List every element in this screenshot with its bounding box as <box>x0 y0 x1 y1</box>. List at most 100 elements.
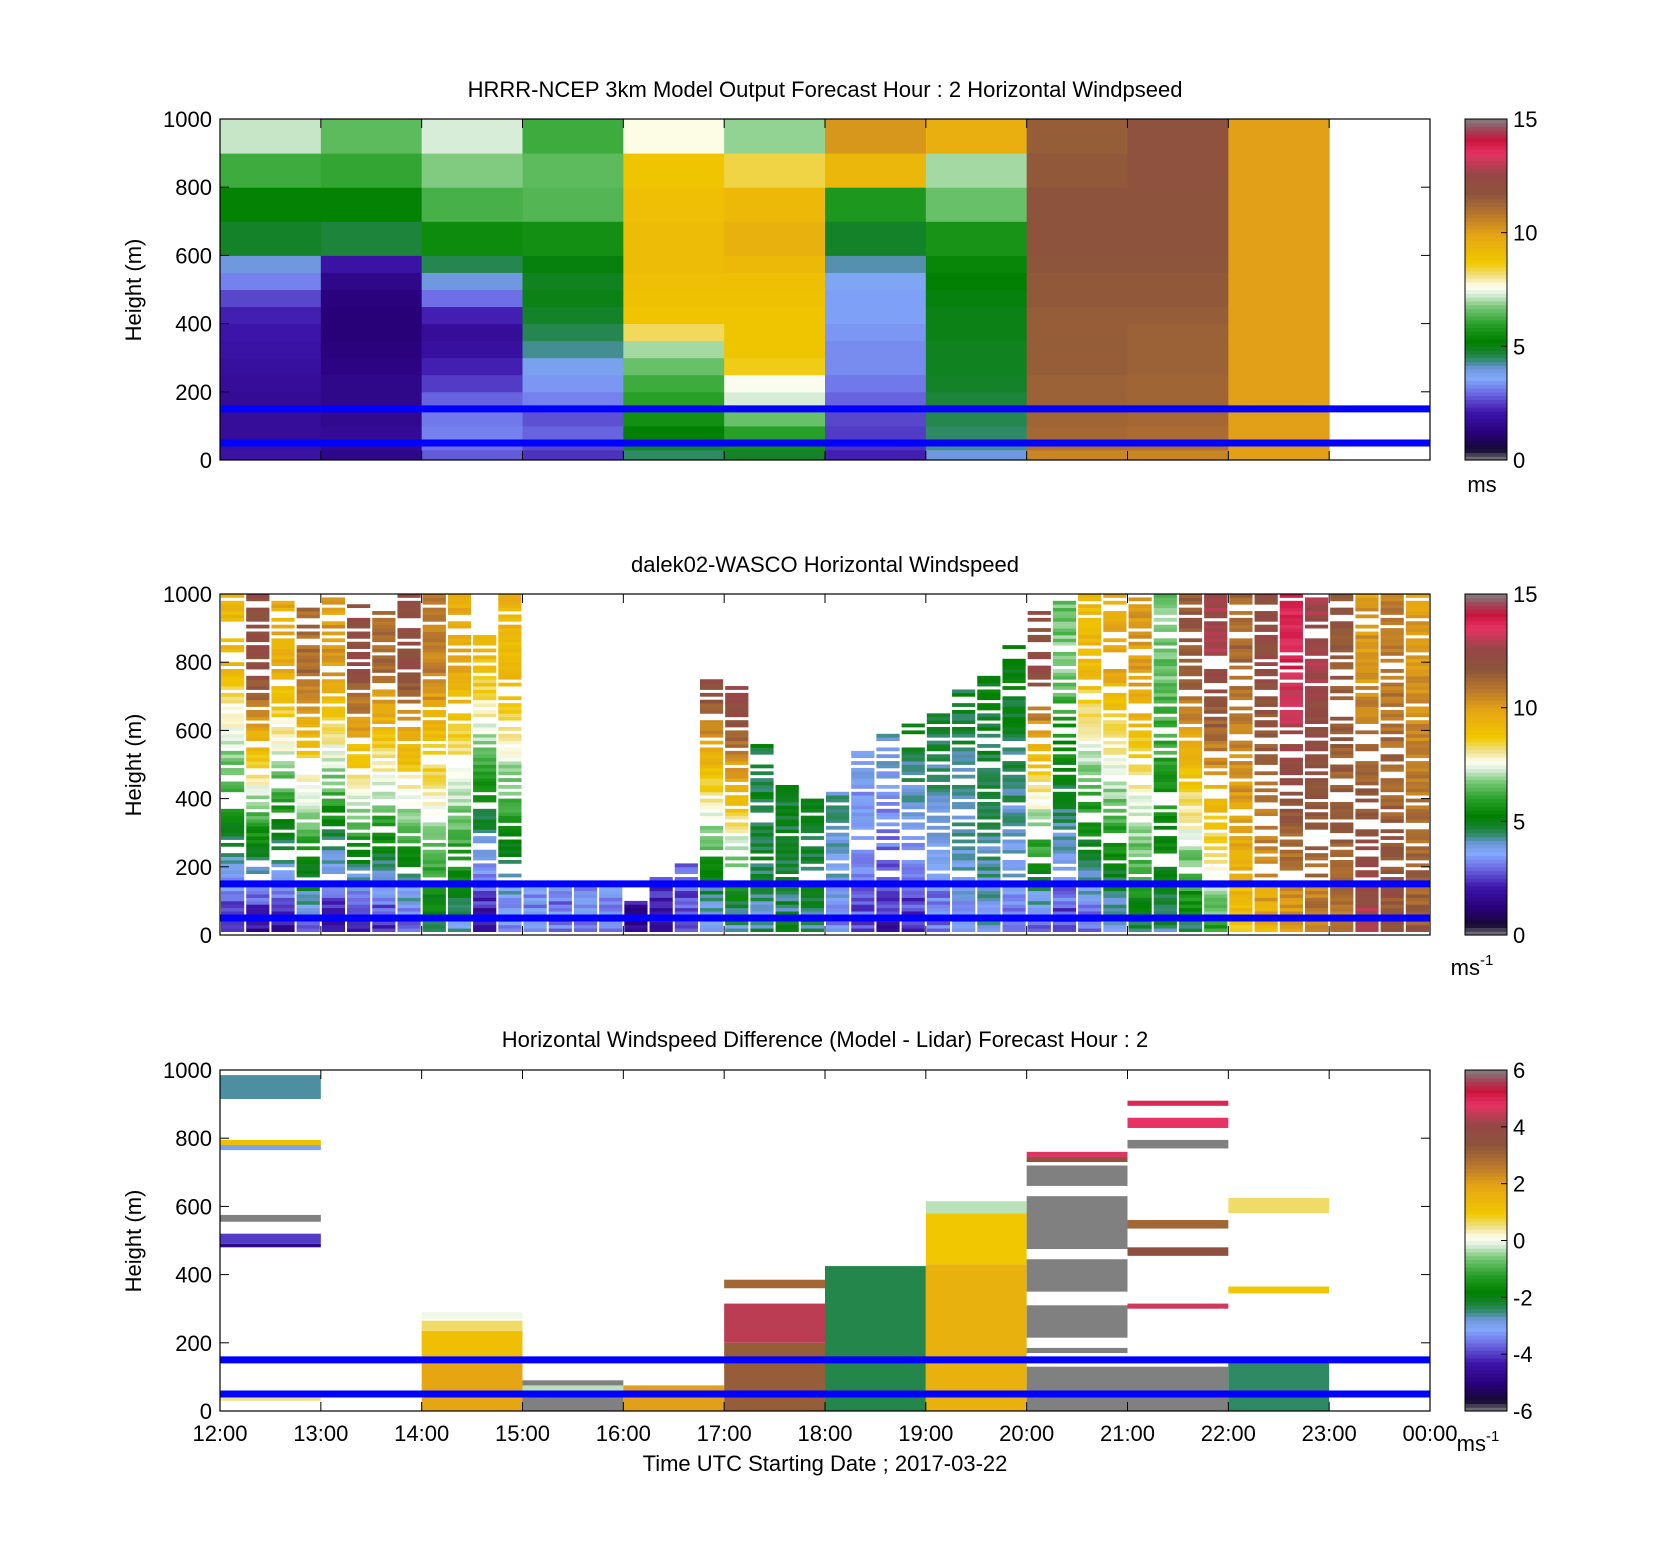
lidar-cell <box>372 764 396 769</box>
lidar-cell <box>246 716 270 721</box>
lidar-cell <box>221 819 245 823</box>
lidar-cell <box>447 924 472 929</box>
lidar-cell <box>372 894 396 898</box>
lidar-cell <box>1405 890 1429 895</box>
lidar-cell <box>296 706 320 711</box>
lidar-cell <box>221 907 245 912</box>
lidar-cell <box>296 665 320 670</box>
lidar-cell <box>1128 822 1152 827</box>
lidar-cell <box>800 822 824 827</box>
lidar-cell <box>1078 726 1102 731</box>
lidar-cell <box>1355 655 1379 660</box>
lidar-cell <box>1304 863 1329 868</box>
lidar-cell <box>1304 641 1329 646</box>
lidar-cell <box>1052 747 1077 752</box>
colorbar-swatch <box>1465 327 1507 332</box>
lidar-cell <box>775 815 799 820</box>
colorbar-swatch <box>1465 274 1507 279</box>
lidar-cell <box>397 856 421 861</box>
lidar-cell <box>1330 788 1354 793</box>
lidar-cell <box>1052 856 1077 861</box>
colorbar-swatch <box>1465 726 1507 731</box>
lidar-cell <box>926 866 951 871</box>
lidar-cell <box>674 911 698 915</box>
lidar-cell <box>699 757 724 762</box>
colorbar-swatch <box>1465 130 1507 135</box>
lidar-cell <box>372 716 396 721</box>
lidar-cell <box>221 815 245 820</box>
lidar-cell <box>876 774 900 779</box>
lidar-cell <box>699 733 724 738</box>
lidar-cell <box>271 764 295 769</box>
model-cell <box>1127 425 1229 441</box>
lidar-cell <box>1002 720 1026 724</box>
lidar-cell <box>1002 846 1026 851</box>
panel-lidar-unit-exponent: -1 <box>1480 952 1493 969</box>
lidar-cell <box>321 853 346 857</box>
lidar-cell <box>926 887 951 892</box>
colorbar-swatch <box>1465 281 1507 287</box>
lidar-cell <box>397 839 421 844</box>
lidar-cell <box>473 849 497 854</box>
lidar-cell <box>447 682 472 687</box>
lidar-cell <box>901 866 925 871</box>
lidar-cell <box>1153 778 1177 782</box>
lidar-cell <box>473 638 497 643</box>
lidar-cell <box>1027 655 1051 660</box>
difference-cell <box>1127 1117 1229 1128</box>
lidar-cell <box>1405 747 1429 752</box>
lidar-cell <box>1002 839 1026 844</box>
lidar-cell <box>1078 924 1102 929</box>
lidar-cell <box>1178 798 1203 803</box>
lidar-cell <box>372 703 396 707</box>
lidar-cell <box>221 894 245 898</box>
lidar-cell <box>347 754 371 759</box>
lidar-cell <box>498 614 522 619</box>
model-cell <box>522 408 624 427</box>
lidar-cell <box>372 921 396 926</box>
lidar-cell <box>523 890 547 895</box>
lidar-cell <box>1078 709 1102 714</box>
lidar-cell <box>1304 761 1329 765</box>
lidar-cell <box>1103 706 1127 711</box>
lidar-cell <box>750 795 774 799</box>
lidar-cell <box>926 924 951 929</box>
lidar-cell <box>1229 924 1253 929</box>
lidar-cell <box>1204 634 1228 639</box>
lidar-cell <box>1153 679 1177 684</box>
panel-lidar-title: dalek02-WASCO Horizontal Windspeed <box>631 552 1019 577</box>
lidar-cell <box>447 904 472 909</box>
lidar-cell <box>1279 894 1303 898</box>
lidar-cell <box>523 928 547 932</box>
lidar-cell <box>473 825 497 830</box>
model-cell <box>623 255 725 273</box>
lidar-cell <box>296 890 320 895</box>
lidar-cell <box>246 911 270 915</box>
lidar-cell <box>1229 911 1253 915</box>
lidar-cell <box>1279 900 1303 905</box>
lidar-cell <box>347 764 371 769</box>
lidar-cell <box>473 795 497 799</box>
lidar-cell <box>1078 750 1102 755</box>
colorbar-swatch <box>1465 749 1507 754</box>
model-cell <box>1228 306 1330 325</box>
lidar-cell <box>1153 781 1177 786</box>
lidar-cell <box>523 900 547 905</box>
lidar-cell <box>221 921 245 926</box>
lidar-cell <box>1204 890 1228 895</box>
colorbar-swatch <box>1465 323 1507 328</box>
lidar-cell <box>246 607 270 612</box>
lidar-cell <box>1027 706 1051 711</box>
lidar-cell <box>246 675 270 680</box>
lidar-cell <box>372 856 396 861</box>
lidar-cell <box>473 829 497 834</box>
lidar-cell <box>876 911 900 915</box>
lidar-cell <box>246 614 270 619</box>
model-cell <box>623 408 725 427</box>
lidar-cell <box>1204 648 1228 653</box>
lidar-cell <box>1405 849 1429 854</box>
lidar-cell <box>775 836 799 840</box>
lidar-cell <box>372 822 396 827</box>
lidar-cell <box>296 778 320 782</box>
lidar-cell <box>1254 655 1278 660</box>
